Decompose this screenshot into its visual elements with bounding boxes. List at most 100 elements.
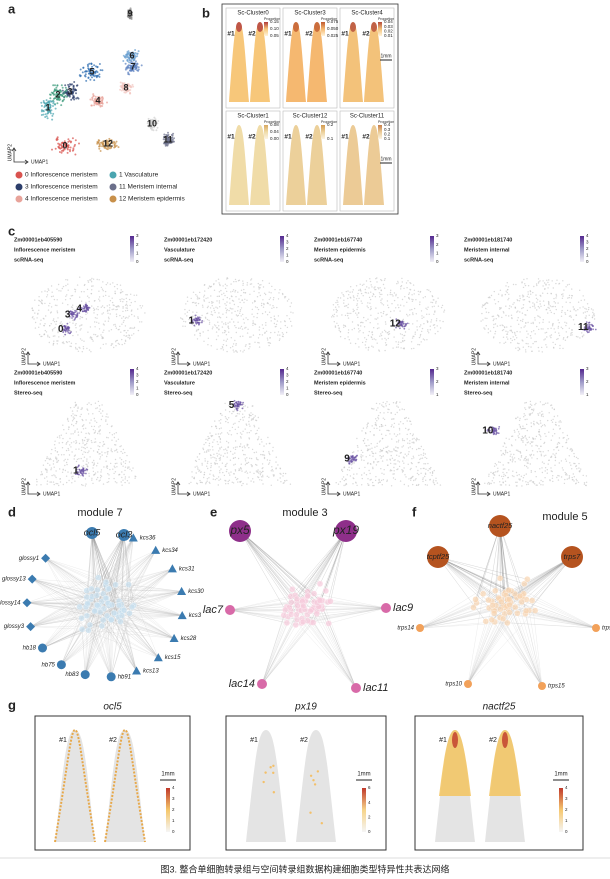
cell-dot	[208, 450, 209, 451]
cell-dot	[195, 466, 196, 467]
cell-dot	[94, 326, 95, 327]
cell-dot	[214, 462, 215, 463]
cell-dot	[122, 291, 123, 292]
cell-dot	[405, 476, 406, 477]
cell-dot	[122, 480, 123, 481]
cell-dot	[354, 462, 355, 463]
cell-dot	[226, 312, 227, 313]
cell-dot	[375, 453, 376, 454]
cell-dot	[56, 102, 58, 104]
cell-dot	[225, 322, 226, 323]
cell-dot	[207, 481, 208, 482]
cell-dot	[266, 443, 267, 444]
cell-dot	[376, 420, 377, 421]
cell-dot	[567, 297, 568, 298]
cell-dot	[71, 306, 72, 307]
cell-dot	[385, 447, 386, 448]
cell-dot	[357, 300, 358, 301]
cell-dot	[52, 92, 54, 94]
cell-dot	[582, 336, 583, 337]
cell-dot	[530, 406, 531, 407]
sample-label: #2	[362, 31, 370, 38]
cell-dot	[569, 477, 570, 478]
cell-dot	[510, 459, 511, 460]
cell-dot	[526, 466, 527, 467]
cell-dot	[122, 344, 123, 345]
cell-dot	[530, 291, 531, 292]
cell-dot	[212, 442, 213, 443]
cell-dot	[431, 319, 432, 320]
cell-dot	[203, 331, 204, 332]
cell-dot	[411, 462, 412, 463]
cell-dot	[229, 298, 230, 299]
legend-swatch	[16, 196, 23, 203]
cell-dot	[44, 323, 45, 324]
cell-dot	[518, 350, 519, 351]
cell-dot	[556, 294, 557, 295]
cell-dot	[548, 302, 549, 303]
cell-dot	[71, 482, 72, 483]
cell-dot	[265, 294, 266, 295]
sample-label: #2	[248, 134, 256, 141]
cell-dot	[558, 326, 559, 327]
cell-dot	[577, 458, 578, 459]
cell-dot	[578, 302, 579, 303]
cell-dot	[584, 482, 585, 483]
cell-dot	[119, 299, 120, 300]
cell-dot	[550, 293, 551, 294]
cell-dot	[77, 408, 78, 409]
cell-dot	[563, 469, 564, 470]
cell-dot	[555, 297, 556, 298]
cell-dot	[525, 351, 526, 352]
cell-dot	[66, 462, 67, 463]
cluster-label: 10	[482, 425, 494, 436]
cell-dot	[101, 419, 102, 420]
cell-dot	[180, 317, 181, 318]
cell-dot	[222, 346, 223, 347]
cell-dot	[196, 472, 197, 473]
cell-dot	[81, 301, 82, 302]
cell-dot	[573, 473, 574, 474]
cell-dot	[362, 455, 363, 456]
cell-dot	[249, 472, 250, 473]
cell-dot	[259, 284, 260, 285]
cell-dot	[101, 101, 103, 103]
cell-dot	[45, 460, 46, 461]
cell-dot	[53, 341, 54, 342]
cell-dot	[252, 309, 253, 310]
cell-dot	[537, 315, 538, 316]
cell-dot	[533, 330, 534, 331]
cell-dot	[86, 443, 87, 444]
cell-dot	[398, 440, 399, 441]
cell-dot	[54, 467, 55, 468]
cell-dot	[411, 458, 412, 459]
cell-dot	[265, 322, 266, 323]
cell-dot	[113, 324, 114, 325]
cell-dot	[397, 304, 398, 305]
cell-dot	[100, 413, 101, 414]
cell-dot	[368, 349, 369, 350]
cell-dot	[81, 340, 82, 341]
cell-dot	[427, 463, 428, 464]
cell-dot	[212, 446, 213, 447]
cell-dot	[551, 306, 552, 307]
gene-id: Zm00001eb167740	[314, 237, 362, 243]
cell-dot	[552, 419, 553, 420]
cluster-label: 1	[45, 102, 50, 112]
cell-dot	[47, 291, 48, 292]
cell-dot	[404, 296, 405, 297]
cell-dot	[545, 425, 546, 426]
cell-dot	[567, 310, 568, 311]
cell-dot	[258, 337, 259, 338]
cell-dot	[261, 439, 262, 440]
cell-dot	[232, 427, 233, 428]
cell-dot	[41, 302, 42, 303]
cell-dot	[486, 318, 487, 319]
cell-dot	[408, 294, 409, 295]
cell-dot	[62, 447, 63, 448]
legend-label: 11 Meristem internal	[119, 184, 178, 191]
cell-dot	[247, 284, 248, 285]
cell-dot	[423, 453, 424, 454]
cell-dot	[361, 430, 362, 431]
cell-dot	[361, 293, 362, 294]
